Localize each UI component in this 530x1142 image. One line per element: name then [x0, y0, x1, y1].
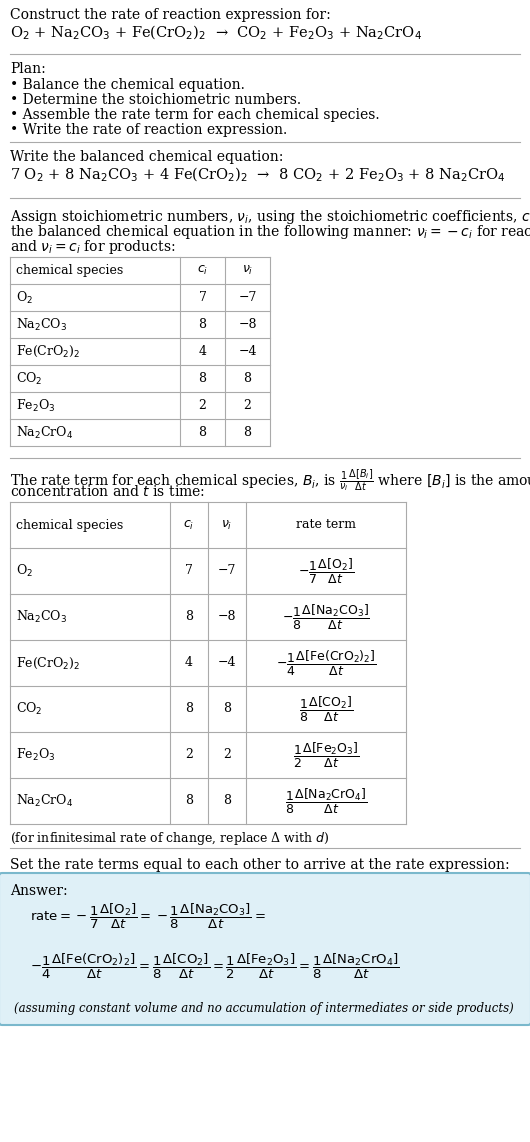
Text: • Balance the chemical equation.: • Balance the chemical equation. — [10, 78, 245, 93]
Text: $-\dfrac{1}{7}\dfrac{\Delta[\mathrm{O_2}]}{\Delta t}$: $-\dfrac{1}{7}\dfrac{\Delta[\mathrm{O_2}… — [298, 556, 354, 586]
Text: −4: −4 — [218, 657, 236, 669]
Text: 8: 8 — [243, 372, 252, 385]
Text: The rate term for each chemical species, $B_i$, is $\frac{1}{\nu_i}\frac{\Delta[: The rate term for each chemical species,… — [10, 468, 530, 494]
Text: 8: 8 — [223, 702, 231, 716]
Text: $\nu_i$: $\nu_i$ — [242, 264, 253, 278]
Text: 8: 8 — [199, 426, 207, 439]
Text: −7: −7 — [218, 564, 236, 578]
Text: (assuming constant volume and no accumulation of intermediates or side products): (assuming constant volume and no accumul… — [14, 1002, 514, 1015]
Text: 4: 4 — [199, 345, 207, 357]
Text: Fe$_2$O$_3$: Fe$_2$O$_3$ — [16, 747, 55, 763]
Text: rate term: rate term — [296, 518, 356, 531]
Text: • Write the rate of reaction expression.: • Write the rate of reaction expression. — [10, 123, 287, 137]
Text: 8: 8 — [199, 372, 207, 385]
Text: $\mathrm{rate} = -\dfrac{1}{7}\dfrac{\Delta[\mathrm{O_2}]}{\Delta t} = -\dfrac{1: $\mathrm{rate} = -\dfrac{1}{7}\dfrac{\De… — [30, 902, 266, 931]
Text: 8: 8 — [185, 702, 193, 716]
Text: (for infinitesimal rate of change, replace Δ with $d$): (for infinitesimal rate of change, repla… — [10, 830, 330, 847]
Text: chemical species: chemical species — [16, 264, 123, 278]
Text: chemical species: chemical species — [16, 518, 123, 531]
Text: Na$_2$CO$_3$: Na$_2$CO$_3$ — [16, 316, 67, 332]
Text: O$_2$: O$_2$ — [16, 289, 33, 306]
Text: $-\dfrac{1}{8}\dfrac{\Delta[\mathrm{Na_2CO_3}]}{\Delta t}$: $-\dfrac{1}{8}\dfrac{\Delta[\mathrm{Na_2… — [282, 603, 370, 632]
Text: O$_2$: O$_2$ — [16, 563, 33, 579]
Text: Write the balanced chemical equation:: Write the balanced chemical equation: — [10, 150, 284, 164]
Text: $\dfrac{1}{2}\dfrac{\Delta[\mathrm{Fe_2O_3}]}{\Delta t}$: $\dfrac{1}{2}\dfrac{\Delta[\mathrm{Fe_2O… — [293, 740, 359, 770]
Text: the balanced chemical equation in the following manner: $\nu_i = -c_i$ for react: the balanced chemical equation in the fo… — [10, 223, 530, 241]
Text: Assign stoichiometric numbers, $\nu_i$, using the stoichiometric coefficients, $: Assign stoichiometric numbers, $\nu_i$, … — [10, 208, 530, 226]
Text: • Assemble the rate term for each chemical species.: • Assemble the rate term for each chemic… — [10, 108, 379, 122]
Text: CO$_2$: CO$_2$ — [16, 370, 42, 386]
FancyBboxPatch shape — [0, 872, 530, 1026]
Text: Construct the rate of reaction expression for:: Construct the rate of reaction expressio… — [10, 8, 331, 22]
Text: 2: 2 — [223, 748, 231, 762]
Text: 8: 8 — [185, 611, 193, 624]
Text: Fe(CrO$_2$)$_2$: Fe(CrO$_2$)$_2$ — [16, 656, 81, 670]
Text: 2: 2 — [244, 399, 251, 412]
Text: Fe(CrO$_2$)$_2$: Fe(CrO$_2$)$_2$ — [16, 344, 81, 359]
Text: O$_2$ + Na$_2$CO$_3$ + Fe(CrO$_2$)$_2$  →  CO$_2$ + Fe$_2$O$_3$ + Na$_2$CrO$_4$: O$_2$ + Na$_2$CO$_3$ + Fe(CrO$_2$)$_2$ →… — [10, 24, 422, 42]
Text: Fe$_2$O$_3$: Fe$_2$O$_3$ — [16, 397, 55, 413]
Text: $-\dfrac{1}{4}\dfrac{\Delta[\mathrm{Fe(CrO_2)_2}]}{\Delta t} = \dfrac{1}{8}\dfra: $-\dfrac{1}{4}\dfrac{\Delta[\mathrm{Fe(C… — [30, 952, 400, 981]
Text: −8: −8 — [218, 611, 236, 624]
Text: −4: −4 — [238, 345, 257, 357]
Text: 7 O$_2$ + 8 Na$_2$CO$_3$ + 4 Fe(CrO$_2$)$_2$  →  8 CO$_2$ + 2 Fe$_2$O$_3$ + 8 Na: 7 O$_2$ + 8 Na$_2$CO$_3$ + 4 Fe(CrO$_2$)… — [10, 166, 506, 184]
Text: 4: 4 — [185, 657, 193, 669]
Text: Na$_2$CrO$_4$: Na$_2$CrO$_4$ — [16, 425, 73, 441]
Text: 7: 7 — [199, 291, 207, 304]
Text: 8: 8 — [199, 317, 207, 331]
Text: $-\dfrac{1}{4}\dfrac{\Delta[\mathrm{Fe(CrO_2)_2}]}{\Delta t}$: $-\dfrac{1}{4}\dfrac{\Delta[\mathrm{Fe(C… — [276, 649, 376, 677]
Text: Na$_2$CrO$_4$: Na$_2$CrO$_4$ — [16, 793, 73, 809]
Text: CO$_2$: CO$_2$ — [16, 701, 42, 717]
Text: Plan:: Plan: — [10, 62, 46, 77]
Text: Answer:: Answer: — [10, 884, 68, 898]
Text: Set the rate terms equal to each other to arrive at the rate expression:: Set the rate terms equal to each other t… — [10, 858, 510, 872]
Text: • Determine the stoichiometric numbers.: • Determine the stoichiometric numbers. — [10, 93, 301, 107]
Text: 8: 8 — [185, 795, 193, 807]
Text: −8: −8 — [238, 317, 257, 331]
Text: 8: 8 — [223, 795, 231, 807]
Text: 7: 7 — [185, 564, 193, 578]
Text: and $\nu_i = c_i$ for products:: and $\nu_i = c_i$ for products: — [10, 238, 175, 256]
Text: 8: 8 — [243, 426, 252, 439]
Text: Na$_2$CO$_3$: Na$_2$CO$_3$ — [16, 609, 67, 625]
Text: 2: 2 — [199, 399, 207, 412]
Text: 2: 2 — [185, 748, 193, 762]
Text: −7: −7 — [238, 291, 257, 304]
Text: $c_i$: $c_i$ — [183, 518, 195, 531]
Text: $\dfrac{1}{8}\dfrac{\Delta[\mathrm{CO_2}]}{\Delta t}$: $\dfrac{1}{8}\dfrac{\Delta[\mathrm{CO_2}… — [299, 694, 353, 724]
Text: $\nu_i$: $\nu_i$ — [222, 518, 233, 531]
Text: concentration and $t$ is time:: concentration and $t$ is time: — [10, 484, 205, 499]
Text: $c_i$: $c_i$ — [197, 264, 208, 278]
Text: $\dfrac{1}{8}\dfrac{\Delta[\mathrm{Na_2CrO_4}]}{\Delta t}$: $\dfrac{1}{8}\dfrac{\Delta[\mathrm{Na_2C… — [285, 787, 367, 815]
